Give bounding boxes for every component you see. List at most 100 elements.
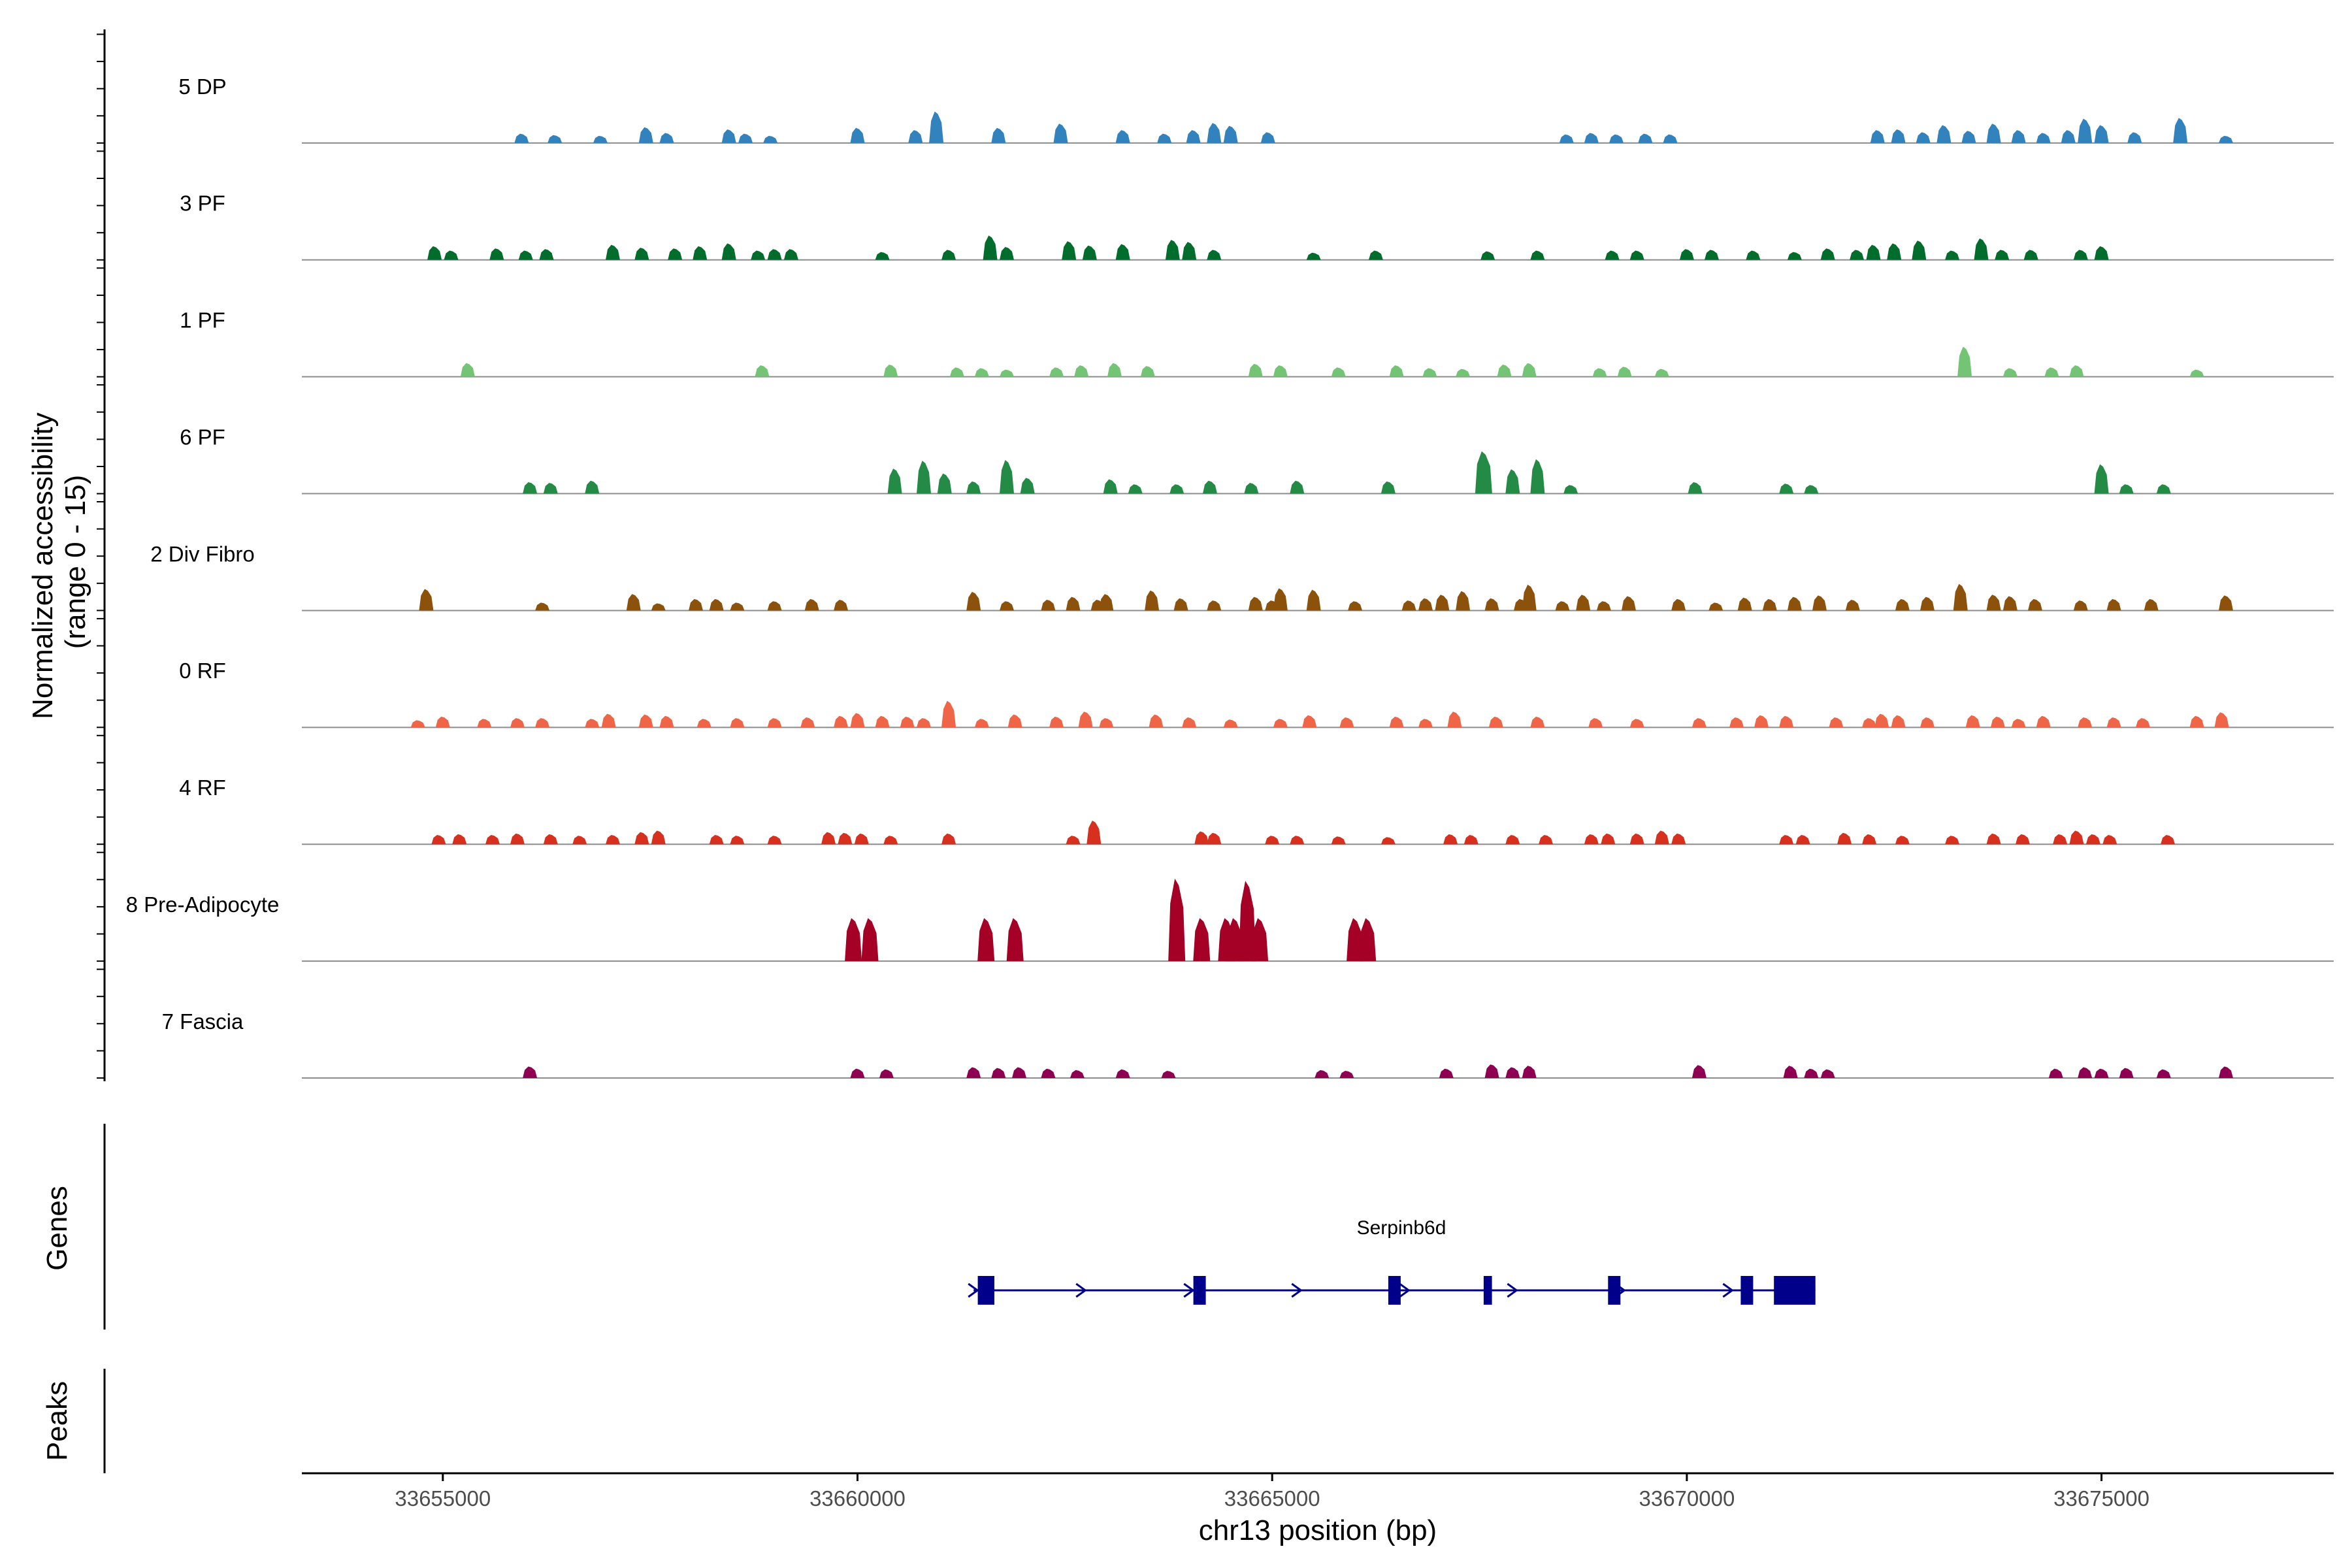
coverage-peak <box>1145 590 1160 611</box>
coverage-peak <box>875 715 890 728</box>
coverage-peak <box>1306 589 1321 611</box>
coverage-peak <box>638 127 653 143</box>
coverage-peak <box>1053 123 1068 143</box>
coverage-peak <box>2002 596 2017 611</box>
coverage-peak <box>1115 244 1130 260</box>
coverage-peak <box>1223 125 1238 143</box>
coverage-peak <box>1895 836 1910 845</box>
track-label: 7 Fascia <box>162 1009 244 1034</box>
coverage-peak <box>1260 132 1275 143</box>
coverage-peak <box>1389 365 1404 377</box>
coverage-peak <box>1762 598 1777 611</box>
coverage-peak <box>547 135 563 143</box>
coverage-peak <box>845 918 862 962</box>
coverage-peak <box>1359 918 1377 962</box>
coverage-peak <box>2119 484 2134 494</box>
coverage-peak <box>783 249 798 260</box>
coverage-peak <box>767 836 782 845</box>
strand-arrow <box>1075 1282 1087 1298</box>
coverage-peak <box>1691 1065 1707 1078</box>
coverage-peak <box>2094 1068 2109 1078</box>
coverage-peak <box>1049 716 1064 728</box>
track-label: 8 Pre-Adipocyte <box>126 892 280 917</box>
coverage-peak <box>1207 123 1222 143</box>
coverage-peak <box>879 1069 894 1078</box>
coverage-peak <box>634 832 649 845</box>
coverage-peak <box>1000 369 1014 377</box>
coverage-peak <box>929 111 944 143</box>
coverage-peak <box>763 135 778 143</box>
coverage-peak <box>1389 716 1404 728</box>
coverage-peak <box>941 833 956 845</box>
coverage-peak <box>1380 837 1396 845</box>
coverage-peak <box>693 246 708 260</box>
coverage-peak <box>1049 367 1064 377</box>
coverage-peak <box>1617 367 1632 377</box>
coverage-peak <box>452 834 467 845</box>
coverage-peak <box>2011 719 2026 728</box>
gene-exon <box>1774 1276 1816 1305</box>
coverage-peak <box>2002 368 2017 377</box>
coverage-peak <box>1787 596 1802 611</box>
coverage-peak <box>834 600 849 611</box>
coverage-peak <box>1559 134 1574 143</box>
genes-panel-label: Genes <box>41 1186 73 1271</box>
coverage-peak <box>1140 366 1155 377</box>
coverage-peak <box>606 835 620 845</box>
coverage-peak <box>1688 482 1703 494</box>
coverage-peak <box>1226 918 1244 962</box>
coverage-peak <box>854 833 869 845</box>
coverage-peak <box>941 700 956 728</box>
coverage-peak <box>2214 712 2229 728</box>
coverage-peak <box>2078 118 2093 143</box>
coverage-peak <box>1746 250 1761 260</box>
coverage-peak <box>1290 480 1305 494</box>
coverage-y-axis-title: Normalized accessibility (range 0 - 15) <box>27 404 91 719</box>
coverage-peak <box>593 135 608 143</box>
coverage-peak <box>1961 131 1976 143</box>
coverage-peak <box>875 252 890 260</box>
coverage-peak <box>1663 134 1678 143</box>
x-tick-label: 33655000 <box>395 1486 491 1511</box>
coverage-peak <box>1066 836 1081 845</box>
coverage-peak <box>2156 484 2171 494</box>
strand-arrow <box>1722 1282 1734 1298</box>
coverage-peak <box>2053 834 2068 845</box>
coverage-peak <box>2156 1069 2171 1078</box>
coverage-peak <box>1000 601 1014 611</box>
coverage-peak <box>983 235 998 260</box>
coverage-peak <box>1488 716 1503 728</box>
coverage-peak <box>1837 832 1852 845</box>
coverage-peak <box>2016 834 2030 845</box>
strand-arrow <box>1507 1282 1518 1298</box>
coverage-peak <box>1629 719 1644 728</box>
coverage-peak <box>1339 717 1354 728</box>
coverage-peak <box>1505 835 1520 845</box>
track-7-fascia: 7 Fascia <box>162 1009 2334 1079</box>
coverage-peak <box>1157 133 1172 143</box>
coverage-peak <box>1239 881 1256 962</box>
coverage-peak <box>1584 133 1599 143</box>
coverage-peak <box>1182 242 1197 260</box>
coverage-peak <box>1862 718 1877 728</box>
coverage-peak <box>850 127 865 143</box>
coverage-peak <box>1456 368 1471 377</box>
coverage-peak <box>460 363 475 377</box>
coverage-peak <box>1638 133 1653 143</box>
coverage-peak <box>1986 595 2001 611</box>
track-4-rf: 4 RF <box>179 776 2334 845</box>
coverage-peak <box>2069 365 2084 377</box>
coverage-peak <box>1986 123 2001 143</box>
coverage-peak <box>900 716 915 728</box>
coverage-peak <box>1078 711 1093 728</box>
coverage-peak <box>1754 715 1769 728</box>
coverage-peak <box>1588 718 1603 728</box>
coverage-peak <box>1953 583 1968 611</box>
coverage-peak <box>2102 835 2117 845</box>
track-label: 3 PF <box>180 191 225 216</box>
coverage-peak <box>755 365 770 377</box>
x-tick-label: 33670000 <box>1639 1486 1735 1511</box>
coverage-peak <box>949 367 964 377</box>
x-tick-label: 33675000 <box>2053 1486 2149 1511</box>
coverage-peak <box>1505 469 1520 494</box>
